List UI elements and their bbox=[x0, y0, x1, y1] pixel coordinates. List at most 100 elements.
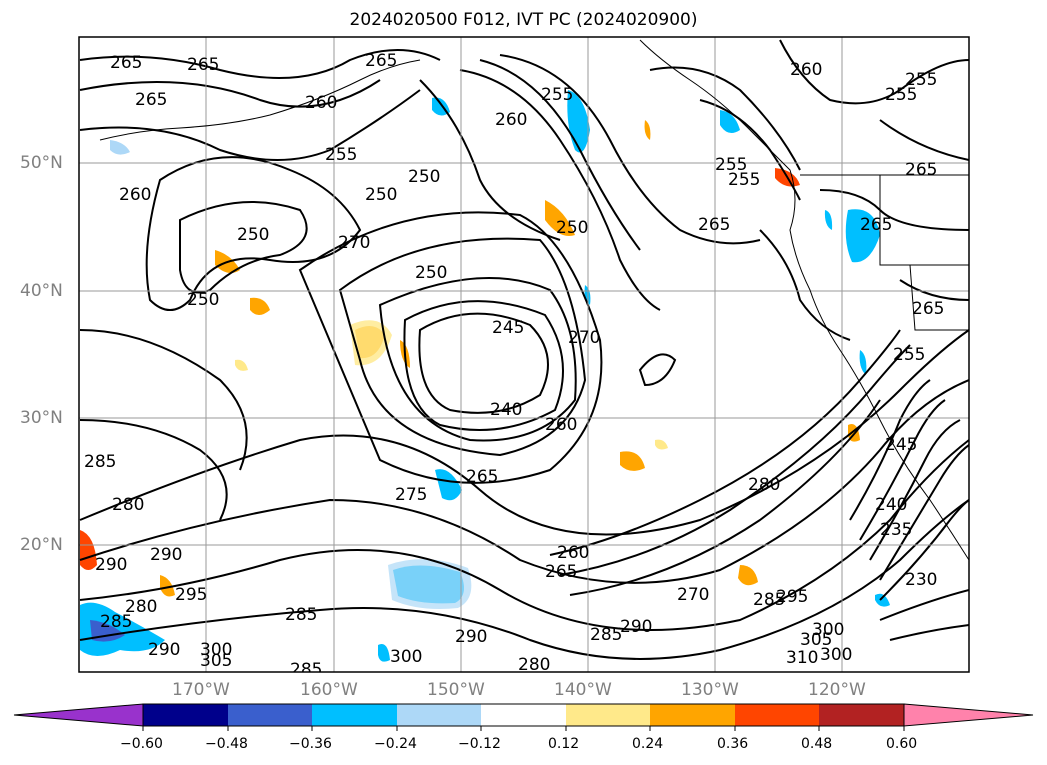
contour-label: 285 bbox=[753, 590, 785, 610]
shade-orange-region bbox=[250, 297, 270, 315]
contour-line bbox=[79, 329, 248, 471]
contour-line bbox=[179, 201, 308, 294]
contour-line bbox=[779, 39, 969, 105]
contour-label: 300 bbox=[200, 640, 232, 660]
contour-label: 260 bbox=[557, 543, 589, 563]
colorbar-frame bbox=[142, 703, 905, 727]
contour-line bbox=[298, 211, 603, 484]
contour-line bbox=[649, 66, 801, 171]
contour-line bbox=[879, 444, 969, 581]
contour-label: 250 bbox=[187, 290, 219, 310]
contour-label: 285 bbox=[84, 452, 116, 472]
lat-label-50n: 50°N bbox=[20, 153, 63, 173]
contour-line bbox=[879, 119, 969, 161]
shade-orange-region bbox=[545, 200, 575, 236]
contour-label: 255 bbox=[885, 85, 917, 105]
contour-label-group: 265 265 265 265 260 255 250 250 250 250 … bbox=[84, 51, 944, 675]
contour-label: 280 bbox=[518, 655, 550, 675]
colorbar-segment bbox=[481, 704, 566, 726]
colorbar bbox=[13, 703, 1034, 731]
contour-label: 290 bbox=[95, 555, 127, 575]
shade-orange-region bbox=[620, 451, 645, 471]
contour-label: 250 bbox=[365, 185, 397, 205]
shade-yellow-region bbox=[655, 439, 668, 450]
contour-label: 240 bbox=[490, 400, 522, 420]
contour-lines bbox=[79, 39, 969, 660]
contour-label: 265 bbox=[545, 562, 577, 582]
colorbar-segment bbox=[566, 704, 650, 726]
contour-label: 295 bbox=[776, 587, 808, 607]
shade-blue-region bbox=[824, 210, 833, 230]
aleutian-islands bbox=[99, 59, 421, 141]
contour-label: 265 bbox=[860, 215, 892, 235]
colorbar-segment bbox=[650, 704, 735, 726]
contour-line bbox=[79, 499, 969, 660]
contour-label: 280 bbox=[125, 597, 157, 617]
contour-label: 255 bbox=[893, 345, 925, 365]
contour-label: 260 bbox=[119, 185, 151, 205]
colorbar-tick-label: −0.12 bbox=[458, 736, 501, 752]
colorbar-tick-label: −0.24 bbox=[374, 736, 417, 752]
state-border bbox=[879, 175, 969, 266]
contour-label: 290 bbox=[150, 545, 182, 565]
contour-label: 310 bbox=[786, 648, 818, 668]
colorbar-segment bbox=[735, 704, 819, 726]
contour-label: 300 bbox=[390, 647, 422, 667]
lon-label-160w: 160°W bbox=[300, 680, 358, 700]
contour-line bbox=[79, 49, 441, 79]
contour-label: 250 bbox=[415, 263, 447, 283]
contour-label: 265 bbox=[110, 53, 142, 73]
shade-blue-region bbox=[720, 110, 740, 134]
contour-line bbox=[559, 344, 911, 576]
contour-label: 265 bbox=[466, 467, 498, 487]
contour-line bbox=[879, 589, 969, 621]
contour-label: 265 bbox=[905, 160, 937, 180]
contour-line bbox=[79, 439, 969, 631]
shade-orange-region bbox=[738, 565, 758, 586]
contour-label: 295 bbox=[175, 585, 207, 605]
contour-line bbox=[79, 419, 228, 521]
colorbar-extend-max bbox=[903, 703, 1034, 727]
contour-label: 230 bbox=[905, 570, 937, 590]
contour-line bbox=[79, 379, 969, 584]
north-america-coastline bbox=[639, 39, 969, 561]
contour-label: 285 bbox=[590, 625, 622, 645]
contour-line bbox=[859, 399, 946, 541]
plot-frame bbox=[78, 36, 970, 673]
contour-label: 265 bbox=[698, 215, 730, 235]
shade-blue-region bbox=[875, 593, 890, 607]
contour-label: 250 bbox=[556, 218, 588, 238]
contour-label: 290 bbox=[148, 640, 180, 660]
shaded-regions bbox=[80, 90, 890, 662]
contour-label: 275 bbox=[395, 485, 427, 505]
lon-label-140w: 140°W bbox=[554, 680, 612, 700]
lat-label-20n: 20°N bbox=[20, 535, 63, 555]
colorbar-tick-label: 0.12 bbox=[548, 736, 580, 752]
colorbar-tick-label: 0.48 bbox=[801, 736, 833, 752]
colorbar-extend-min bbox=[13, 703, 144, 727]
contour-label: 255 bbox=[728, 170, 760, 190]
contour-label: 300 bbox=[820, 645, 852, 665]
contour-label: 265 bbox=[135, 90, 167, 110]
shade-yellow-region bbox=[350, 320, 392, 366]
contour-line bbox=[378, 277, 577, 442]
contour-line bbox=[79, 329, 969, 536]
coastlines bbox=[99, 39, 969, 561]
contour-label: 300 bbox=[812, 620, 844, 640]
contour-label: 285 bbox=[285, 605, 317, 625]
contour-line bbox=[459, 69, 661, 311]
colorbar-tick-label: −0.36 bbox=[289, 736, 332, 752]
contour-label: 255 bbox=[905, 70, 937, 90]
colorbar-segment bbox=[143, 704, 228, 726]
lon-label-120w: 120°W bbox=[808, 680, 866, 700]
contour-label: 250 bbox=[237, 225, 269, 245]
shade-blue-region bbox=[378, 644, 390, 662]
contour-line bbox=[889, 624, 969, 641]
colorbar-tick-label: 0.24 bbox=[632, 736, 664, 752]
contour-line bbox=[419, 79, 561, 241]
shade-lightblue-region bbox=[388, 559, 472, 609]
contour-label: 305 bbox=[200, 651, 232, 671]
colorbar-tick-label: 0.60 bbox=[886, 736, 918, 752]
map-title: 2024020500 F012, IVT PC (2024020900) bbox=[349, 10, 698, 30]
